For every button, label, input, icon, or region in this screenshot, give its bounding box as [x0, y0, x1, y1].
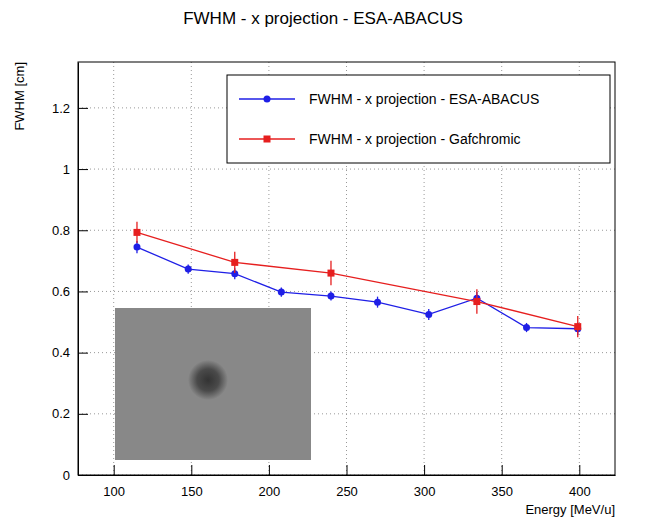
x-tick-mark — [114, 465, 115, 475]
marker — [133, 244, 140, 251]
y-tick-mark — [78, 108, 88, 109]
x-axis-title: Energy [MeV/u] — [525, 502, 615, 517]
x-tick-mark — [191, 465, 192, 475]
plot-frame — [78, 62, 615, 475]
y-tick: 0 — [63, 468, 88, 483]
grid-line-y — [78, 291, 615, 292]
x-tick-label: 250 — [336, 484, 358, 499]
y-axis-title: FWHM [cm] — [12, 62, 27, 131]
title: FWHM - x projection - ESA-ABACUS — [183, 9, 463, 28]
y-tick-label: 0.4 — [52, 345, 70, 360]
x-tick: 200 — [259, 465, 281, 499]
x-tick-mark — [579, 465, 580, 475]
marker — [425, 311, 432, 318]
x-tick-mark — [424, 465, 425, 475]
grid-line-x — [113, 62, 114, 475]
marker — [231, 259, 238, 266]
legend-box — [227, 75, 610, 163]
y-axis: 0 0.2 0.4 0.6 0.8 1 1.2 — [52, 63, 88, 483]
y-axis-line — [78, 63, 79, 476]
y-tick: 1 — [63, 162, 88, 177]
y-tick-label: 0.2 — [52, 406, 70, 421]
x-tick-label: 300 — [414, 484, 436, 499]
x-tick: 250 — [336, 465, 358, 499]
legend: FWHM - x projection - ESA-ABACUS FWHM - x… — [227, 75, 610, 163]
x-tick: 300 — [414, 465, 436, 499]
y-tick-mark — [78, 414, 88, 415]
y-tick: 0.4 — [52, 345, 88, 360]
y-tick-mark — [78, 475, 88, 476]
marker — [473, 298, 480, 305]
legend-label: FWHM - x projection - Gafchromic — [309, 131, 521, 147]
marker — [327, 270, 334, 277]
inset-background — [115, 308, 311, 460]
legend-entry: FWHM - x projection - Gafchromic — [239, 131, 521, 147]
legend-entry: FWHM - x projection - ESA-ABACUS — [239, 91, 539, 107]
grid-line-y — [78, 230, 615, 231]
x-tick: 100 — [103, 465, 125, 499]
series-line — [137, 247, 578, 329]
marker — [185, 266, 192, 273]
legend-marker — [264, 96, 271, 103]
plot-area — [133, 222, 581, 338]
y-tick: 0.6 — [52, 284, 88, 299]
marker — [278, 289, 285, 296]
y-tick: 0.2 — [52, 406, 88, 421]
y-tick-mark — [78, 353, 88, 354]
marker — [574, 323, 581, 330]
y-tick-label: 1 — [63, 162, 70, 177]
legend-marker — [264, 136, 271, 143]
y-tick-mark — [78, 230, 88, 231]
y-tick-label: 1.2 — [52, 101, 70, 116]
y-tick-label: 0.8 — [52, 223, 70, 238]
y-tick: 0.8 — [52, 223, 88, 238]
y-tick: 1.2 — [52, 101, 88, 116]
inset-image — [115, 308, 311, 460]
y-tick-mark — [78, 169, 88, 170]
x-tick-mark — [502, 465, 503, 475]
x-tick-mark — [269, 465, 270, 475]
inset-spot — [188, 360, 228, 400]
x-axis-line — [79, 475, 616, 476]
marker — [523, 324, 530, 331]
legend-label: FWHM - x projection - ESA-ABACUS — [309, 91, 539, 107]
x-tick-label: 100 — [103, 484, 125, 499]
x-tick-mark — [347, 465, 348, 475]
grid — [78, 62, 615, 475]
chart: FWHM - x projection - ESA-ABACUS 100 150 20… — [0, 0, 646, 521]
series — [133, 222, 581, 338]
x-tick-label: 400 — [569, 484, 591, 499]
grid-line-y — [78, 169, 615, 170]
marker — [327, 293, 334, 300]
series — [133, 241, 581, 335]
y-tick-label: 0 — [63, 468, 70, 483]
y-tick-mark — [78, 291, 88, 292]
x-tick-label: 200 — [259, 484, 281, 499]
x-tick-label: 150 — [181, 484, 203, 499]
x-axis: 100 150 200 250 300 350 400 — [79, 465, 616, 499]
x-tick: 350 — [491, 465, 513, 499]
marker — [133, 229, 140, 236]
y-tick-label: 0.6 — [52, 284, 70, 299]
marker — [374, 299, 381, 306]
x-tick-label: 350 — [491, 484, 513, 499]
series-line — [137, 232, 578, 326]
x-tick: 150 — [181, 465, 203, 499]
x-tick: 400 — [569, 465, 591, 499]
